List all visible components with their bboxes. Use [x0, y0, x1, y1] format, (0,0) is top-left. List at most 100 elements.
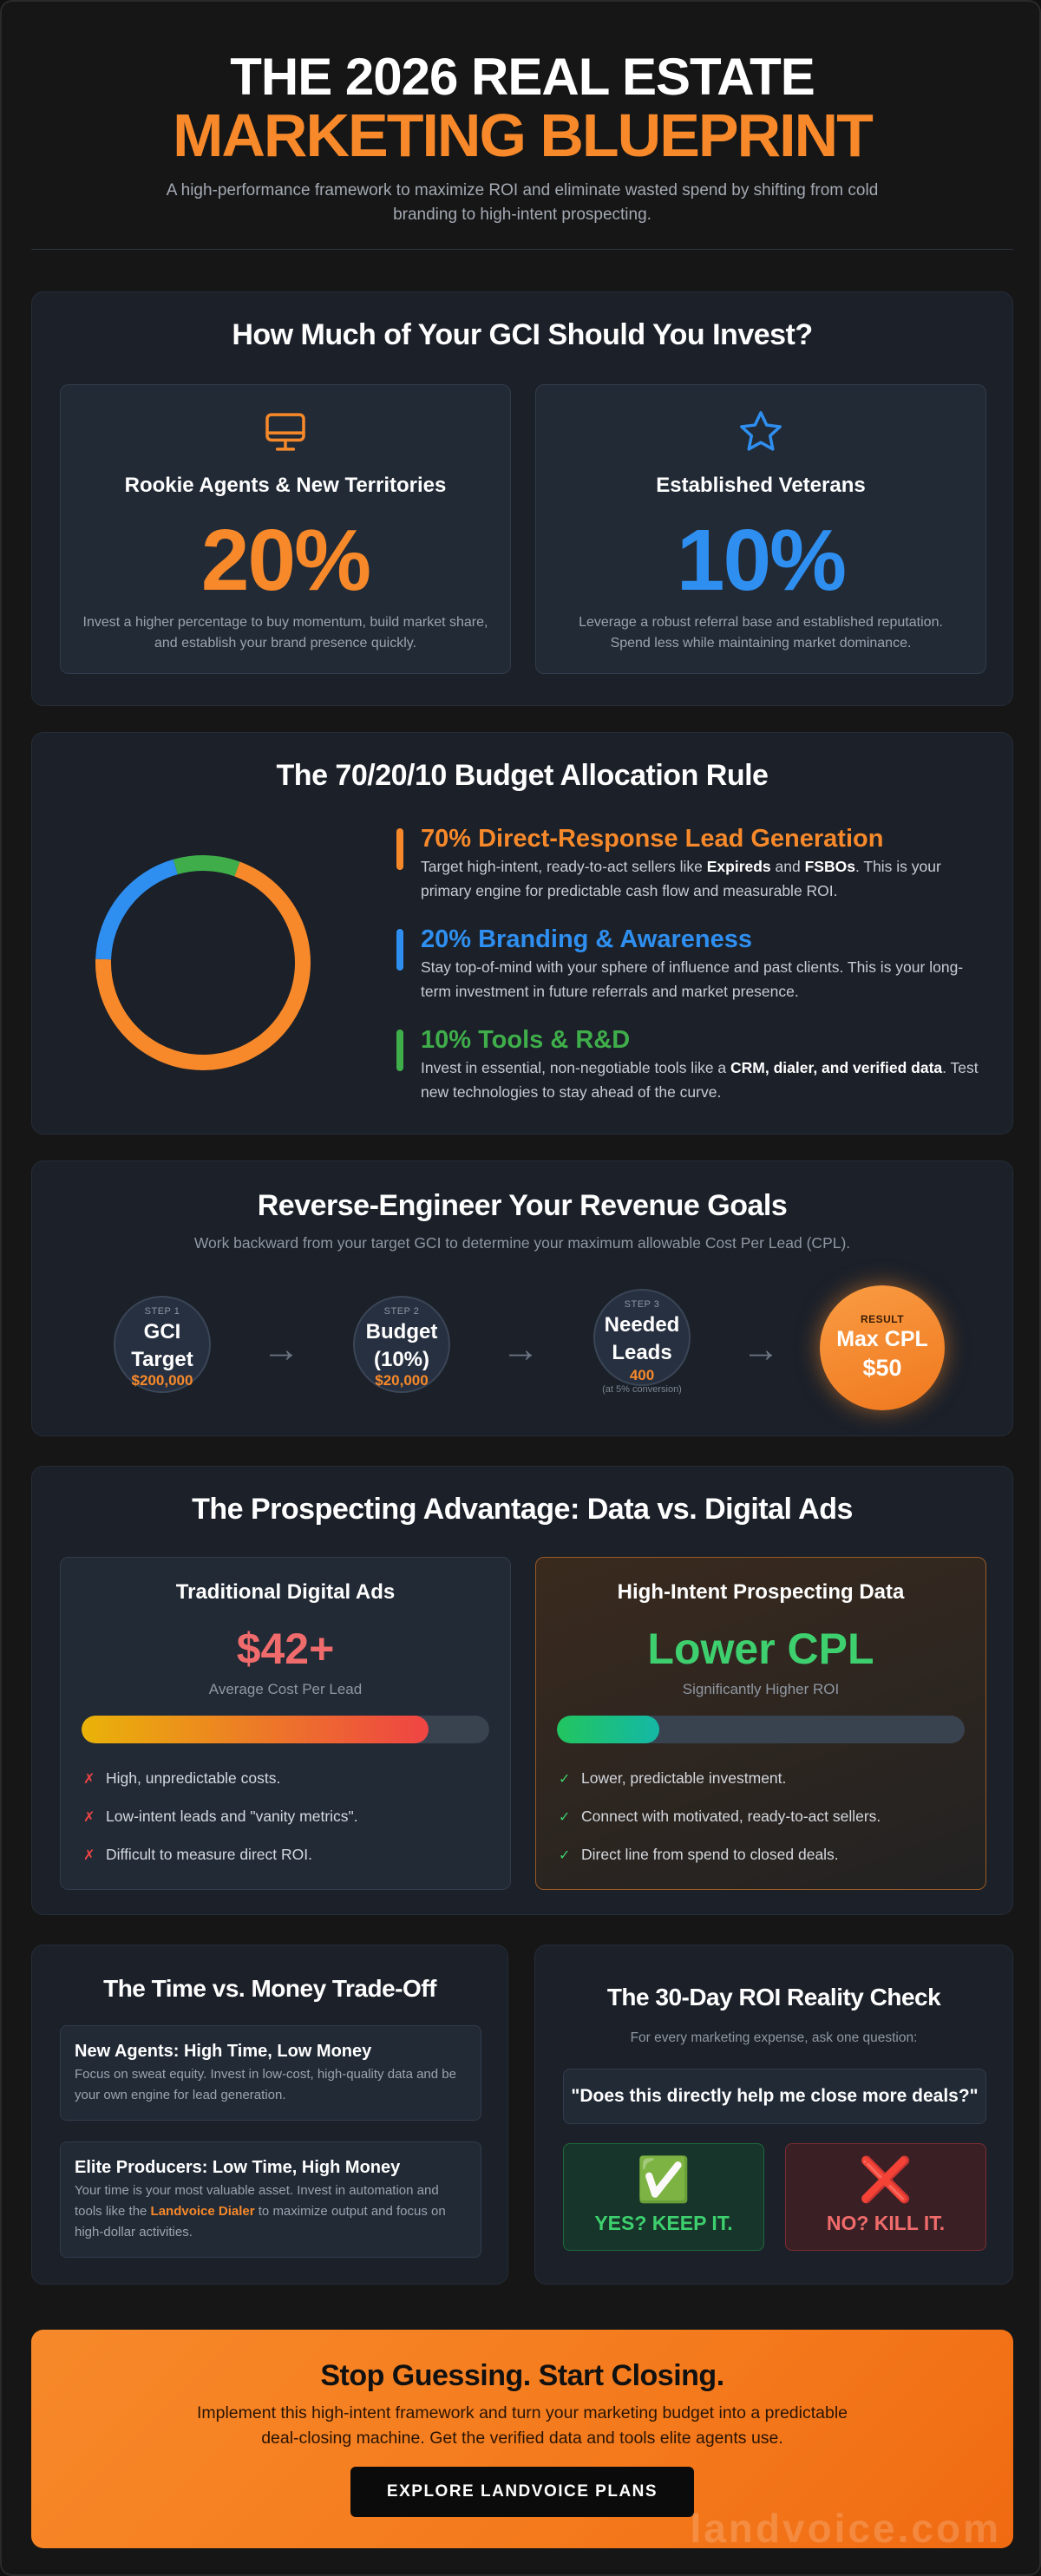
- prospecting-title: The Prospecting Advantage: Data vs. Digi…: [192, 1493, 853, 1526]
- donut-slice-branding: [95, 859, 178, 960]
- time-money-title: The Time vs. Money Trade-Off: [103, 1975, 436, 2002]
- allocation-bar-orange: [396, 828, 403, 870]
- veteran-card: Established Veterans 10% Leverage a robu…: [535, 384, 986, 674]
- x-icon: ✗: [83, 1848, 95, 1863]
- prospecting-data-bar: [557, 1716, 965, 1743]
- list-item: ✗ Low-intent leads and "vanity metrics".: [83, 1808, 358, 1825]
- header-subtitle: A high-performance framework to maximize…: [166, 181, 879, 224]
- cta-title: Stop Guessing. Start Closing.: [320, 2359, 724, 2392]
- landvoice-dialer-link[interactable]: Landvoice Dialer: [150, 2204, 255, 2219]
- list-item: ✓ Direct line from spend to closed deals.: [559, 1846, 839, 1863]
- list-item: ✗ High, unpredictable costs.: [83, 1769, 281, 1787]
- gci-section: How Much of Your GCI Should You Invest? …: [31, 291, 1013, 706]
- header: THE 2026 REAL ESTATE MARKETING BLUEPRINT…: [31, 2, 1013, 250]
- x-icon: ✗: [83, 1772, 95, 1787]
- rookie-description: Invest a higher percentage to buy moment…: [82, 615, 488, 651]
- rookie-label: Rookie Agents & New Territories: [124, 474, 447, 497]
- cta-banner: Stop Guessing. Start Closing. Implement …: [31, 2330, 1013, 2548]
- list-item: ✓ Connect with motivated, ready-to-act se…: [559, 1808, 881, 1825]
- prospecting-section: The Prospecting Advantage: Data vs. Digi…: [31, 1466, 1013, 1915]
- step-note: (at 5% conversion): [602, 1384, 682, 1395]
- prospecting-data-card: High-Intent Prospecting Data Lower CPL S…: [535, 1557, 986, 1890]
- step-name: Needed Leads: [604, 1313, 680, 1364]
- allocation-item-20: 20% Branding & Awareness Stay top-of-min…: [396, 924, 986, 1004]
- allocation-item-title: 70% Direct-Response Lead Generation: [421, 825, 884, 853]
- check-icon: ✓: [559, 1848, 571, 1863]
- step-value: 400: [629, 1367, 655, 1383]
- gci-title: How Much of Your GCI Should You Invest?: [232, 318, 813, 351]
- step-name: GCI Target: [131, 1320, 193, 1371]
- digital-ads-bar: [82, 1716, 489, 1743]
- kill-it-card: ❌ NO? KILL IT.: [785, 2143, 986, 2251]
- new-agents-desc: Focus on sweat equity. Invest in low-cos…: [75, 2067, 456, 2102]
- donut-slice-direct-response: [95, 861, 311, 1070]
- allocation-item-desc: Stay top-of-mind with your sphere of inf…: [421, 958, 964, 1000]
- star-icon: [536, 408, 985, 458]
- x-icon: ✗: [83, 1810, 95, 1825]
- elite-producers-title: Elite Producers: Low Time, High Money: [75, 2158, 401, 2177]
- elite-producers-desc: Your time is your most valuable asset. I…: [75, 2183, 446, 2239]
- allocation-bar-green: [396, 1030, 403, 1071]
- roi-subtitle: For every marketing expense, ask one que…: [630, 2030, 918, 2045]
- new-agents-title: New Agents: High Time, Low Money: [75, 2042, 372, 2061]
- roi-section: The 30-Day ROI Reality Check For every m…: [534, 1945, 1013, 2285]
- prospecting-data-sub: Significantly Higher ROI: [682, 1681, 840, 1697]
- step-label: STEP 1: [144, 1306, 180, 1317]
- allocation-item-desc: Target high-intent, ready-to-act sellers…: [421, 858, 941, 899]
- check-mark-icon: ✅: [636, 2155, 691, 2204]
- elite-producers-card: Elite Producers: Low Time, High Money Yo…: [60, 2141, 481, 2258]
- allocation-item-title: 20% Branding & Awareness: [421, 925, 752, 953]
- digital-ads-title: Traditional Digital Ads: [175, 1580, 396, 1604]
- title-line-2: MARKETING BLUEPRINT: [173, 101, 874, 169]
- explore-plans-button[interactable]: EXPLORE LANDVOICE PLANS: [350, 2467, 694, 2517]
- rookie-card: Rookie Agents & New Territories 20% Inve…: [60, 384, 511, 674]
- veteran-percent: 10%: [676, 512, 847, 609]
- step-name: Budget (10%): [365, 1320, 438, 1371]
- prospecting-data-bar-fill: [557, 1716, 659, 1743]
- keep-it-card: ✅ YES? KEEP IT.: [563, 2143, 764, 2251]
- kill-it-label: NO? KILL IT.: [826, 2212, 946, 2234]
- digital-ads-sub: Average Cost Per Lead: [208, 1681, 363, 1697]
- keep-it-label: YES? KEEP IT.: [594, 2212, 733, 2234]
- digital-ads-bar-fill: [82, 1716, 429, 1743]
- step-label: STEP 3: [624, 1299, 660, 1310]
- roi-question: "Does this directly help me close more d…: [563, 2069, 986, 2124]
- monitor-icon: [61, 408, 510, 458]
- allocation-title: The 70/20/10 Budget Allocation Rule: [276, 759, 769, 792]
- check-icon: ✓: [559, 1810, 571, 1825]
- prospecting-data-title: High-Intent Prospecting Data: [617, 1580, 905, 1604]
- cta-description: Implement this high-intent framework and…: [196, 2403, 848, 2448]
- digital-ads-cpl: $42+: [236, 1625, 335, 1673]
- step-label: STEP 2: [383, 1306, 420, 1317]
- allocation-item-10: 10% Tools & R&D Invest in essential, non…: [396, 1024, 986, 1104]
- veteran-label: Established Veterans: [656, 474, 866, 497]
- result-name: Max CPL: [836, 1327, 928, 1351]
- allocation-section: The 70/20/10 Budget Allocation Rule 70% …: [31, 732, 1013, 1134]
- title-line-1: THE 2026 REAL ESTATE: [230, 48, 815, 106]
- revenue-title: Reverse-Engineer Your Revenue Goals: [257, 1189, 788, 1222]
- donut-slice-tools: [173, 855, 240, 877]
- allocation-item-title: 10% Tools & R&D: [421, 1026, 631, 1054]
- watermark: landvoice.com: [690, 2506, 1001, 2548]
- arrow-icon: →: [742, 1328, 780, 1370]
- list-item: ✓ Lower, predictable investment.: [559, 1769, 787, 1787]
- prospecting-data-cpl: Lower CPL: [647, 1625, 874, 1673]
- veteran-description: Leverage a robust referral base and esta…: [579, 615, 943, 651]
- time-money-section: The Time vs. Money Trade-Off New Agents:…: [31, 1945, 508, 2285]
- roi-title: The 30-Day ROI Reality Check: [606, 1984, 941, 2010]
- digital-ads-card: Traditional Digital Ads $42+ Average Cos…: [60, 1557, 511, 1890]
- cross-mark-icon: ❌: [858, 2155, 913, 2204]
- result-label: RESULT: [860, 1313, 905, 1325]
- arrow-icon: →: [501, 1328, 540, 1370]
- step-value: $20,000: [375, 1372, 429, 1389]
- result-max-cpl: RESULT Max CPL $50: [820, 1285, 945, 1410]
- revenue-subtitle: Work backward from your target GCI to de…: [193, 1234, 851, 1252]
- allocation-donut-chart: [95, 855, 311, 1070]
- allocation-item-desc: Invest in essential, non-negotiable tool…: [421, 1059, 979, 1101]
- rookie-percent: 20%: [200, 512, 371, 609]
- step-needed-leads: STEP 3 Needed Leads 400 (at 5% conversion…: [593, 1289, 691, 1395]
- result-value: $50: [862, 1355, 902, 1381]
- step-value: $200,000: [131, 1372, 193, 1389]
- allocation-item-70: 70% Direct-Response Lead Generation Targ…: [396, 823, 986, 903]
